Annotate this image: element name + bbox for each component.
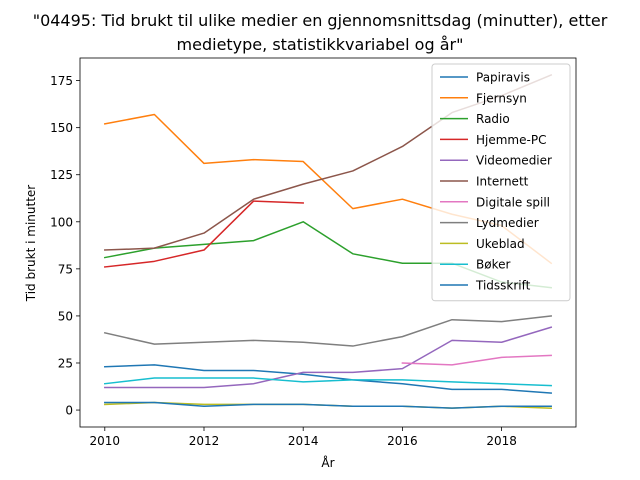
series-line-7 [103, 315, 553, 347]
plot-frame [79, 57, 577, 428]
series-line-10 [104, 401, 552, 409]
chart-title-line-2: medietype, statistikkvariabel og år" [177, 35, 464, 54]
y-tick-label: 125 [50, 168, 73, 182]
y-tick-label: 0 [65, 404, 73, 418]
legend-label-7: Lydmedier [476, 216, 539, 230]
y-axis-label: Tid brukt i minutter [24, 185, 38, 303]
legend-label-10: Tidsskrift [475, 279, 531, 293]
x-axis-label: År [321, 455, 334, 470]
legend: Papiravis Fjernsyn Radio Hjemme-PC Videomedi… [431, 63, 571, 302]
y-tick-label: 25 [58, 356, 73, 370]
legend-label-0: Papiravis [476, 71, 530, 85]
series-line-4 [104, 326, 553, 389]
series-line-9 [103, 377, 552, 387]
legend-label-9: Bøker [476, 258, 510, 272]
y-tick-label: 100 [50, 215, 73, 229]
series-line-0 [104, 364, 553, 394]
legend-label-4: Videomedier [476, 154, 552, 168]
legend-label-8: Ukeblad [476, 237, 525, 251]
legend-label-2: Radio [476, 112, 510, 126]
x-tick-label: 2016 [387, 434, 418, 448]
y-tick-label: 150 [50, 121, 73, 135]
legend-label-6: Digitale spill [476, 195, 550, 209]
plot-area: 2010 2012 2014 2016 2018 0 25 50 75 100 125 150 175 [50, 57, 577, 448]
x-tick-label: 2018 [486, 434, 517, 448]
legend-label-5: Internett [476, 175, 529, 189]
x-tick-label: 2010 [90, 434, 121, 448]
legend-label-3: Hjemme-PC [476, 133, 546, 147]
series-line-3 [103, 200, 304, 268]
y-tick-label: 50 [58, 309, 73, 323]
legend-box [431, 63, 571, 302]
y-tick-label: 75 [58, 262, 73, 276]
chart-title-line-1: "04495: Tid brukt til ulike medier en gj… [33, 11, 608, 30]
x-tick-label: 2012 [189, 434, 220, 448]
series-line-6 [401, 354, 552, 366]
legend-label-1: Fjernsyn [476, 91, 527, 105]
y-tick-label: 175 [50, 74, 73, 88]
x-tick-label: 2014 [288, 434, 319, 448]
